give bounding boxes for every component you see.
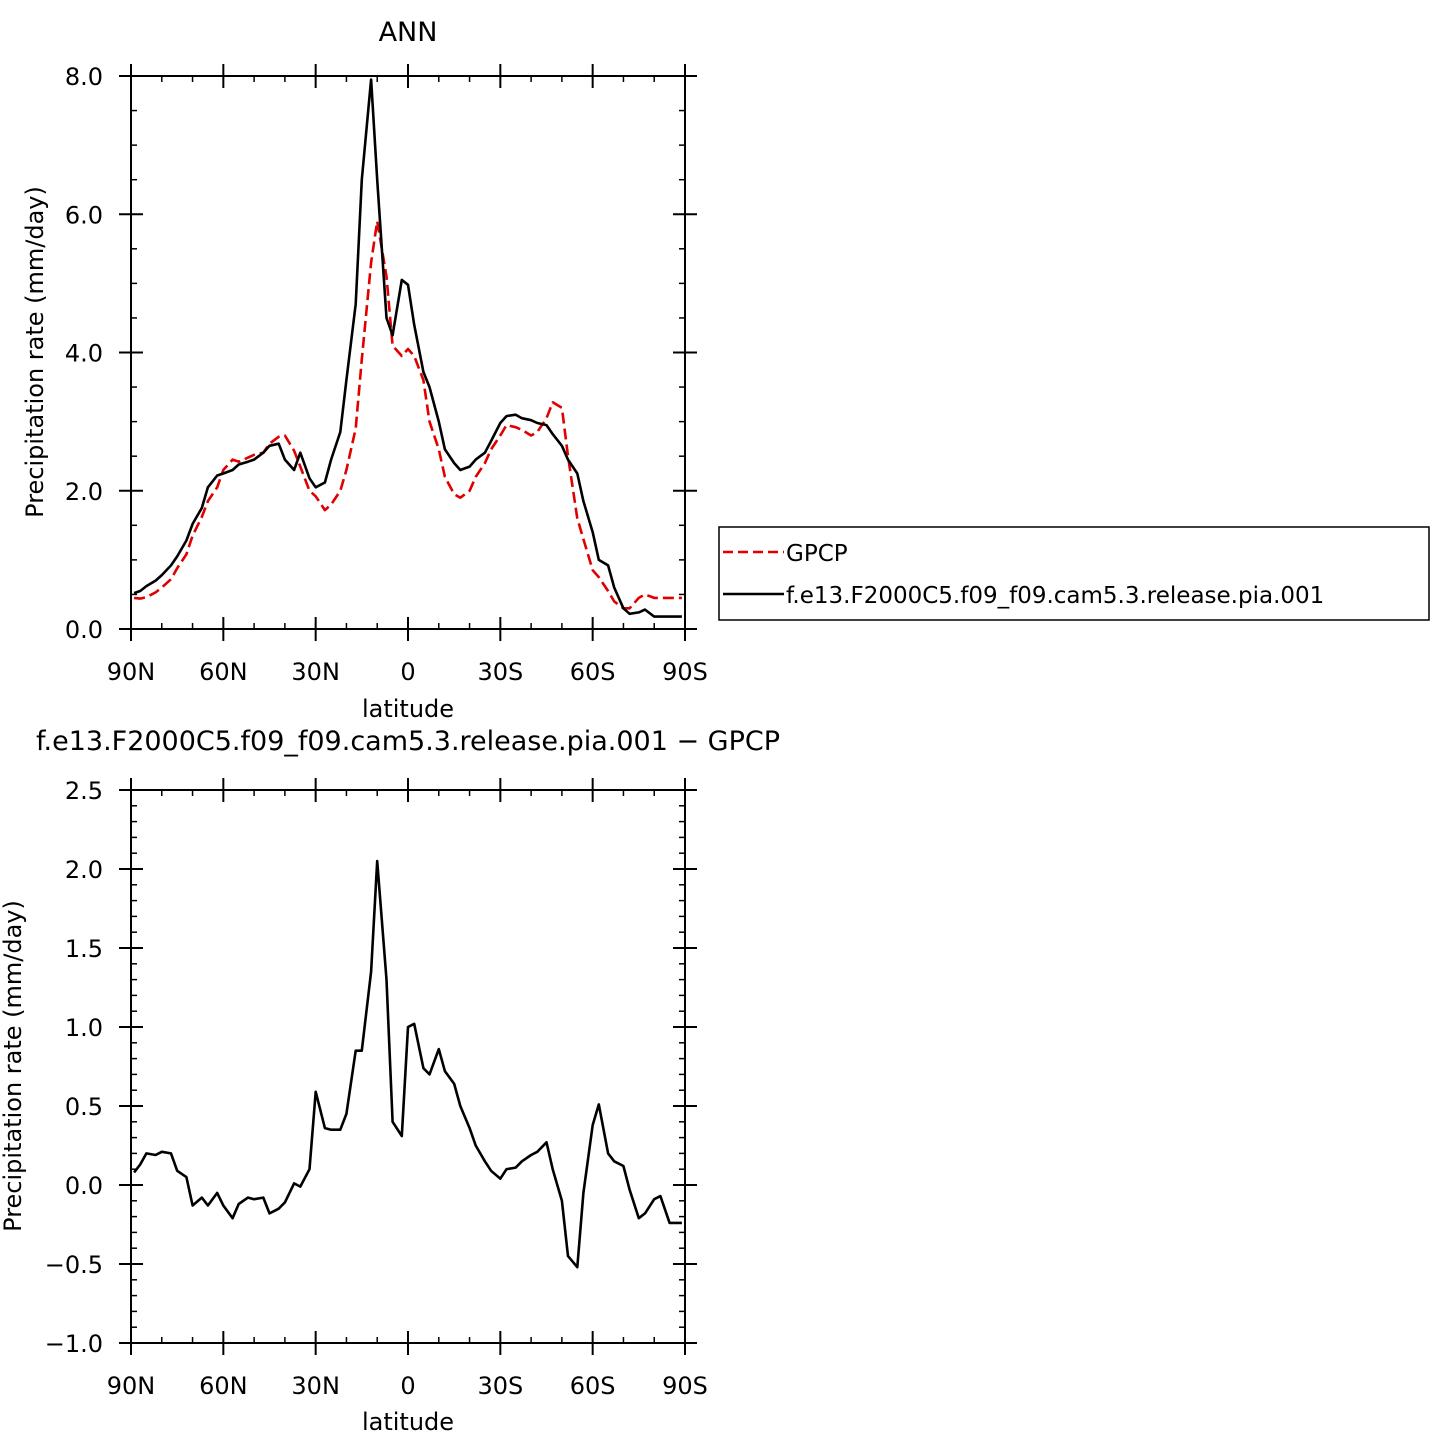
top-series xyxy=(133,78,682,618)
bottom-panel: f.e13.F2000C5.f09_f09.cam5.3.release.pia… xyxy=(0,726,780,1436)
bottom-x-axis-label: latitude xyxy=(362,1408,454,1436)
x-tick-label: 30N xyxy=(291,658,340,686)
y-tick-label: 2.0 xyxy=(65,478,103,506)
x-tick-label: 90N xyxy=(107,1372,156,1400)
x-tick-label: 0 xyxy=(400,1372,415,1400)
legend-label-gpcp: GPCP xyxy=(786,541,848,567)
x-tick-label: 0 xyxy=(400,658,415,686)
legend-box xyxy=(718,526,1430,621)
x-tick-label: 30N xyxy=(291,1372,340,1400)
bottom-series xyxy=(133,859,682,1269)
top-y-axis-label: Precipitation rate (mm/day) xyxy=(21,186,49,518)
bottom-y-axis-label: Precipitation rate (mm/day) xyxy=(0,900,27,1232)
y-tick-label: −1.0 xyxy=(45,1330,103,1358)
bottom-title: f.e13.F2000C5.f09_f09.cam5.3.release.pia… xyxy=(36,726,780,757)
top-ticks: 90N 60N 30N 0 30S 60S 90S 0.0 2.0 4.0 6.0 8.0 xyxy=(65,63,708,686)
y-tick-label: −0.5 xyxy=(45,1251,103,1279)
top-plot-frame xyxy=(130,75,686,630)
x-tick-label: 90N xyxy=(107,658,156,686)
x-tick-label: 90S xyxy=(662,1372,708,1400)
y-tick-label: 8.0 xyxy=(65,63,103,91)
y-tick-label: 0.0 xyxy=(65,616,103,644)
y-tick-label: 2.5 xyxy=(65,777,103,805)
y-tick-label: 2.0 xyxy=(65,856,103,884)
top-title: ANN xyxy=(379,17,438,48)
x-tick-label: 90S xyxy=(662,658,708,686)
y-tick-label: 1.5 xyxy=(65,935,103,963)
y-tick-label: 6.0 xyxy=(65,201,103,229)
top-panel: ANN 90N 60N 30N 0 30S 60S 90S 0.0 2.0 4.0 6.0 8.0 P… xyxy=(21,17,708,723)
legend-label-model: f.e13.F2000C5.f09_f09.cam5.3.release.pia… xyxy=(786,583,1324,609)
model-series-line xyxy=(133,78,682,618)
legend: GPCP f.e13.F2000C5.f09_f09.cam5.3.releas… xyxy=(718,526,1430,621)
x-tick-label: 30S xyxy=(477,1372,523,1400)
y-tick-label: 4.0 xyxy=(65,340,103,368)
y-tick-label: 0.0 xyxy=(65,1172,103,1200)
x-tick-label: 60S xyxy=(570,1372,616,1400)
x-tick-label: 60S xyxy=(570,658,616,686)
x-tick-label: 30S xyxy=(477,658,523,686)
top-x-axis-label: latitude xyxy=(362,695,454,723)
y-tick-label: 0.5 xyxy=(65,1093,103,1121)
x-tick-label: 60N xyxy=(199,658,248,686)
difference-series-line xyxy=(133,859,682,1269)
gpcp-series-line xyxy=(133,219,682,610)
y-tick-label: 1.0 xyxy=(65,1014,103,1042)
bottom-plot-frame xyxy=(130,789,686,1344)
x-tick-label: 60N xyxy=(199,1372,248,1400)
